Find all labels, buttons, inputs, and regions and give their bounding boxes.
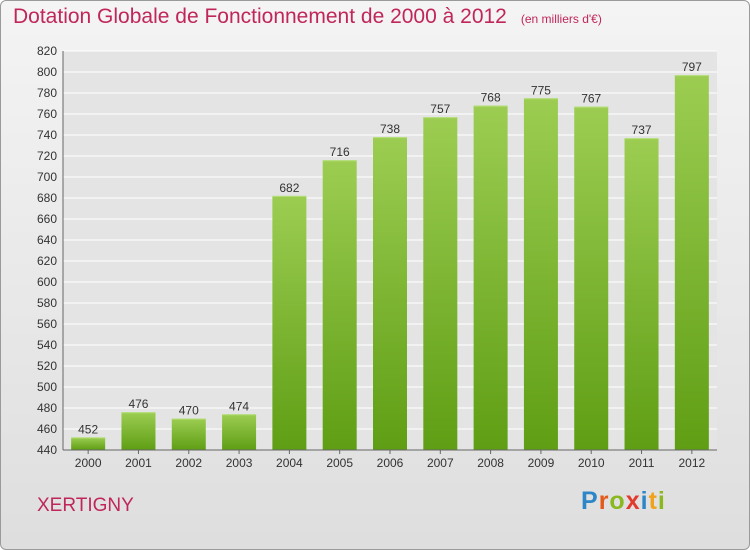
bar [473, 105, 508, 450]
bar [171, 418, 206, 450]
logo-letter: P [581, 487, 599, 515]
bar [121, 412, 156, 450]
y-tick-label: 480 [37, 401, 57, 415]
chart-title: Dotation Globale de Fonctionnement de 20… [13, 5, 602, 29]
y-tick-label: 700 [37, 170, 57, 184]
commune-name: XERTIGNY [37, 495, 134, 516]
data-label: 452 [78, 422, 98, 436]
data-label: 757 [430, 102, 450, 116]
logo-letter: t [648, 487, 658, 515]
bar [523, 98, 558, 450]
x-tick-label: 2007 [427, 456, 454, 470]
x-tick-label: 2001 [125, 456, 152, 470]
data-label: 737 [632, 123, 652, 137]
y-tick-label: 600 [37, 275, 57, 289]
y-tick-label: 500 [37, 380, 57, 394]
x-tick-label: 2002 [175, 456, 202, 470]
y-tick-label: 460 [37, 422, 57, 436]
bar [322, 160, 357, 450]
x-tick-label: 2011 [629, 456, 655, 470]
y-tick-label: 800 [37, 65, 57, 79]
y-tick-label: 620 [37, 254, 57, 268]
x-tick-label: 2005 [326, 456, 353, 470]
logo-letter: o [609, 487, 626, 515]
logo-letter: i [657, 487, 666, 515]
y-tick-label: 680 [37, 191, 57, 205]
x-tick-label: 2010 [578, 456, 605, 470]
data-label: 476 [128, 397, 148, 411]
logo-letter: i [640, 487, 649, 515]
data-label: 682 [279, 181, 299, 195]
logo-letter: r [598, 487, 610, 515]
data-label: 768 [481, 91, 501, 105]
y-tick-label: 520 [37, 359, 57, 373]
bar [222, 414, 257, 450]
x-tick-label: 2003 [226, 456, 253, 470]
y-tick-label: 660 [37, 212, 57, 226]
data-label: 797 [682, 60, 702, 74]
y-tick-label: 580 [37, 296, 57, 310]
data-label: 474 [229, 399, 249, 413]
unit-label: (en milliers d'€) [520, 12, 602, 26]
bar [423, 117, 458, 451]
x-tick-label: 2009 [528, 456, 555, 470]
x-tick-label: 2004 [276, 456, 303, 470]
y-tick-label: 760 [37, 107, 57, 121]
data-label: 767 [581, 92, 601, 106]
y-tick-label: 780 [37, 86, 57, 100]
y-tick-label: 740 [37, 128, 57, 142]
y-tick-label: 440 [37, 443, 57, 457]
y-tick-label: 540 [37, 338, 57, 352]
bar [674, 75, 709, 451]
proxiti-logo: Proxiti [581, 487, 666, 516]
x-tick-label: 2012 [678, 456, 705, 470]
x-tick-label: 2000 [75, 456, 102, 470]
x-tick-label: 2006 [377, 456, 404, 470]
y-tick-label: 640 [37, 233, 57, 247]
bar [373, 137, 407, 450]
y-tick-label: 820 [37, 44, 57, 58]
data-label: 470 [179, 404, 199, 418]
bar [624, 138, 659, 450]
data-label: 738 [380, 122, 400, 136]
bar [272, 195, 307, 450]
x-tick-label: 2008 [477, 456, 504, 470]
y-tick-label: 560 [37, 317, 57, 331]
y-tick-label: 720 [37, 149, 57, 163]
data-label: 716 [330, 145, 350, 159]
title-text: Dotation Globale de Fonctionnement de 20… [13, 5, 507, 28]
bar [71, 437, 106, 450]
bar [574, 106, 609, 451]
data-label: 775 [531, 83, 551, 97]
logo-letter: x [625, 487, 641, 515]
